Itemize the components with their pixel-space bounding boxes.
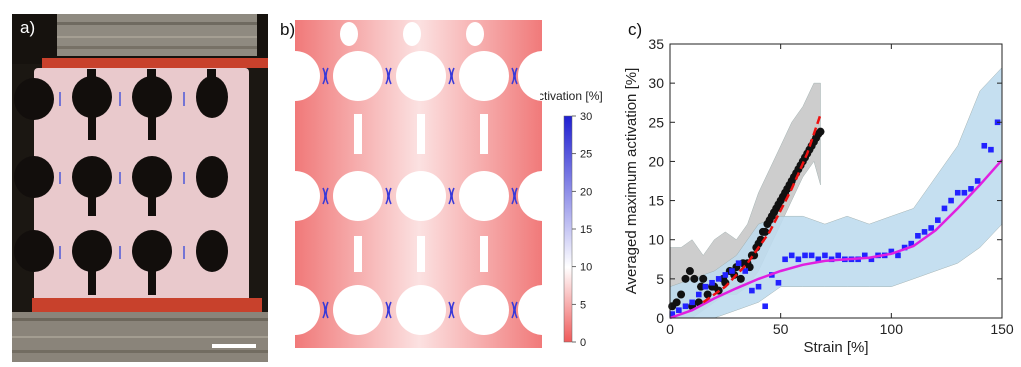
data-point-square [735,260,742,266]
data-point-square [709,279,715,286]
data-point-square [928,225,934,231]
y-tick-label: 30 [648,75,664,91]
colorbar-gradient [563,115,573,343]
fit-line-dashed [702,114,822,304]
y-axis-label: Averaged maximum activation [%] [623,68,640,295]
data-point-square [682,303,689,310]
y-tick-label: 0 [656,310,664,326]
data-point-square [762,303,768,310]
data-point-square [974,178,981,184]
panel-label-c: c) [628,20,643,39]
data-point-circle [672,298,681,307]
x-tick-label: 100 [880,321,904,337]
y-tick-label: 25 [648,114,664,130]
colorbar-tick-label: 5 [580,299,586,311]
y-tick-label: 20 [648,153,664,169]
data-point-square [755,283,762,290]
colorbar-tick-label: 0 [580,337,586,349]
colorbar-tick-label: 15 [580,224,592,236]
data-point-circle [703,290,712,299]
data-point-square [954,189,961,196]
colorbar-tick-label: 10 [580,262,592,274]
data-point-square [895,252,901,259]
data-point-square [935,217,941,223]
specimen-photo [12,14,268,362]
data-point-circle [736,274,745,283]
data-point-square [988,146,994,153]
data-point-circle [816,127,825,136]
x-tick-label: 50 [773,321,789,337]
data-point-square [689,299,695,306]
data-point-square [915,233,921,239]
data-point-square [835,252,842,259]
data-point-circle [677,290,686,299]
data-point-square [921,229,928,235]
data-point-square [729,268,735,274]
data-point-square [702,283,709,290]
data-point-circle [685,267,694,276]
panel-label-b: b) [280,20,296,39]
data-point-square [968,186,974,192]
data-point-square [782,256,788,263]
data-point-square [888,248,895,255]
colorbar: Activation [%] 30 25 20 15 10 5 0 [530,88,630,358]
fit-line-solid [669,159,1003,320]
y-tick-label: 10 [648,232,664,248]
data-point-circle [761,227,770,236]
data-point-square [788,252,795,259]
data-point-square [676,307,682,313]
x-tick-label: 0 [666,321,674,337]
data-point-square [795,256,802,263]
data-point-square [722,272,729,278]
data-point-square [901,244,908,251]
data-point-square [815,256,822,263]
simulation-activation-map [270,14,568,362]
colorbar-title: Activation [%] [540,89,603,103]
x-axis-label: Strain [%] [803,339,868,356]
data-point-circle [699,274,708,283]
data-point-square [742,268,749,274]
x-tick-label: 150 [990,321,1014,337]
data-point-square [802,252,808,259]
scale-bar [212,344,256,348]
data-point-square [695,291,702,298]
plot-area [668,66,1003,320]
data-point-square [981,142,988,149]
activation-strain-chart: 0 50 100 150 0 5 10 15 20 25 30 35 Strain [%] Average… [622,14,1021,362]
colorbar-tick-label: 20 [580,186,592,198]
data-point-square [908,240,915,247]
data-point-square [775,279,782,286]
data-point-square [669,311,676,317]
data-point-square [861,252,868,259]
data-point-square [941,205,948,212]
data-point-circle [681,274,690,283]
data-point-circle [690,274,699,283]
data-point-square [715,276,722,282]
data-point-square [808,252,815,259]
data-point-square [868,256,875,263]
y-tick-label: 15 [648,193,664,209]
panel-label-a: a) [20,18,36,37]
data-point-square [822,252,828,259]
y-tick-label: 35 [648,36,664,52]
colorbar-tick-label: 25 [580,149,592,161]
axes-frame [669,43,1003,319]
colorbar-tick-label: 30 [580,111,592,123]
y-tick-label: 5 [656,271,664,287]
data-point-square [749,287,755,294]
data-point-square [961,189,968,196]
data-point-square [948,197,954,204]
colorbar-ticks: 30 25 20 15 10 5 0 [572,111,592,349]
